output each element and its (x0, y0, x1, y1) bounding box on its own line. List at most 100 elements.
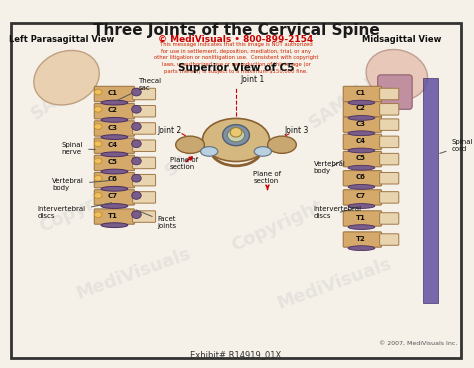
Ellipse shape (94, 106, 102, 112)
Ellipse shape (101, 100, 128, 105)
Text: © MediVisuals • 800-899-2154: © MediVisuals • 800-899-2154 (158, 35, 314, 44)
FancyBboxPatch shape (343, 117, 382, 132)
FancyBboxPatch shape (94, 86, 135, 102)
Ellipse shape (223, 125, 249, 146)
FancyBboxPatch shape (94, 173, 135, 188)
Ellipse shape (201, 147, 218, 156)
Ellipse shape (348, 148, 375, 153)
FancyBboxPatch shape (343, 190, 382, 205)
Text: Intervertebral
discs: Intervertebral discs (314, 206, 362, 219)
Ellipse shape (34, 50, 99, 105)
Ellipse shape (230, 127, 242, 137)
Text: C4: C4 (356, 138, 365, 144)
FancyBboxPatch shape (133, 123, 155, 134)
Text: C3: C3 (356, 121, 365, 127)
Text: Plane of
section: Plane of section (170, 157, 198, 170)
Text: C1: C1 (356, 90, 365, 96)
Text: Copyright: Copyright (228, 197, 326, 255)
Text: C7: C7 (108, 194, 118, 199)
Ellipse shape (94, 158, 102, 164)
FancyBboxPatch shape (380, 88, 399, 100)
Text: SAMPLE: SAMPLE (306, 71, 383, 132)
Ellipse shape (101, 169, 128, 174)
Ellipse shape (348, 204, 375, 208)
Text: Superior View of C5: Superior View of C5 (178, 63, 294, 73)
Text: Spinal
cord: Spinal cord (440, 139, 473, 153)
Ellipse shape (348, 246, 375, 251)
Text: Left Parasagittal View: Left Parasagittal View (9, 35, 114, 44)
FancyBboxPatch shape (11, 23, 461, 358)
Ellipse shape (101, 223, 128, 227)
FancyBboxPatch shape (343, 232, 382, 247)
Text: Copyright: Copyright (37, 178, 135, 236)
FancyBboxPatch shape (133, 192, 155, 203)
FancyBboxPatch shape (380, 213, 399, 224)
Text: Joint 3: Joint 3 (284, 126, 309, 135)
FancyBboxPatch shape (133, 211, 155, 222)
Text: C3: C3 (108, 124, 118, 131)
Text: Joint 1: Joint 1 (241, 75, 265, 84)
FancyBboxPatch shape (380, 234, 399, 245)
Text: MediVisuals: MediVisuals (275, 254, 394, 313)
FancyBboxPatch shape (343, 211, 382, 226)
FancyBboxPatch shape (94, 103, 135, 119)
Ellipse shape (132, 106, 141, 113)
Ellipse shape (176, 136, 204, 153)
Text: SAMPLE: SAMPLE (28, 61, 105, 123)
FancyBboxPatch shape (343, 152, 382, 167)
FancyBboxPatch shape (378, 75, 412, 109)
Text: C2: C2 (108, 107, 118, 113)
FancyBboxPatch shape (94, 190, 135, 205)
Text: Plane of
section: Plane of section (253, 171, 282, 190)
Ellipse shape (101, 135, 128, 139)
Text: © 2007, MediVisuals Inc.: © 2007, MediVisuals Inc. (379, 340, 457, 346)
Ellipse shape (94, 141, 102, 147)
Text: Joint 2: Joint 2 (158, 126, 182, 135)
Ellipse shape (132, 140, 141, 148)
FancyBboxPatch shape (380, 136, 399, 148)
Ellipse shape (132, 88, 141, 96)
Ellipse shape (348, 116, 375, 120)
Text: Spinal
nerve: Spinal nerve (62, 142, 95, 155)
Ellipse shape (348, 131, 375, 136)
Text: Facet
joints: Facet joints (136, 210, 177, 229)
Text: Vertebral
body: Vertebral body (52, 178, 112, 191)
Text: T1: T1 (356, 215, 365, 220)
Text: Exhibit# R14919_01X: Exhibit# R14919_01X (191, 350, 282, 359)
FancyBboxPatch shape (94, 155, 135, 171)
Ellipse shape (348, 165, 375, 170)
FancyBboxPatch shape (343, 134, 382, 149)
Text: This message indicates that this image is NOT authorized
for use in settlement, : This message indicates that this image i… (154, 42, 318, 74)
Ellipse shape (132, 123, 141, 130)
Ellipse shape (101, 187, 128, 191)
Ellipse shape (94, 89, 102, 95)
Ellipse shape (101, 152, 128, 157)
Text: C6: C6 (108, 176, 118, 182)
Ellipse shape (132, 192, 141, 199)
Ellipse shape (101, 204, 128, 208)
Text: Vertebral
body: Vertebral body (314, 160, 346, 174)
FancyBboxPatch shape (380, 192, 399, 203)
Ellipse shape (94, 192, 102, 198)
Ellipse shape (94, 124, 102, 130)
Polygon shape (423, 78, 438, 303)
Ellipse shape (202, 118, 270, 162)
FancyBboxPatch shape (380, 119, 399, 130)
Text: C1: C1 (108, 90, 118, 96)
Text: C5: C5 (108, 159, 118, 165)
FancyBboxPatch shape (94, 121, 135, 136)
Text: Midsagittal View: Midsagittal View (362, 35, 441, 44)
FancyBboxPatch shape (133, 106, 155, 117)
Text: C5: C5 (356, 155, 365, 161)
FancyBboxPatch shape (380, 153, 399, 165)
FancyBboxPatch shape (343, 102, 382, 117)
FancyBboxPatch shape (94, 138, 135, 153)
Ellipse shape (132, 211, 141, 219)
Text: C2: C2 (356, 105, 365, 112)
Text: Three Joints of the Cervical Spine: Three Joints of the Cervical Spine (92, 23, 379, 38)
Ellipse shape (268, 136, 296, 153)
Text: MediVisuals: MediVisuals (74, 245, 193, 303)
Text: C7: C7 (356, 194, 365, 199)
Text: Thecal
sac: Thecal sac (117, 78, 162, 100)
FancyBboxPatch shape (343, 86, 382, 102)
